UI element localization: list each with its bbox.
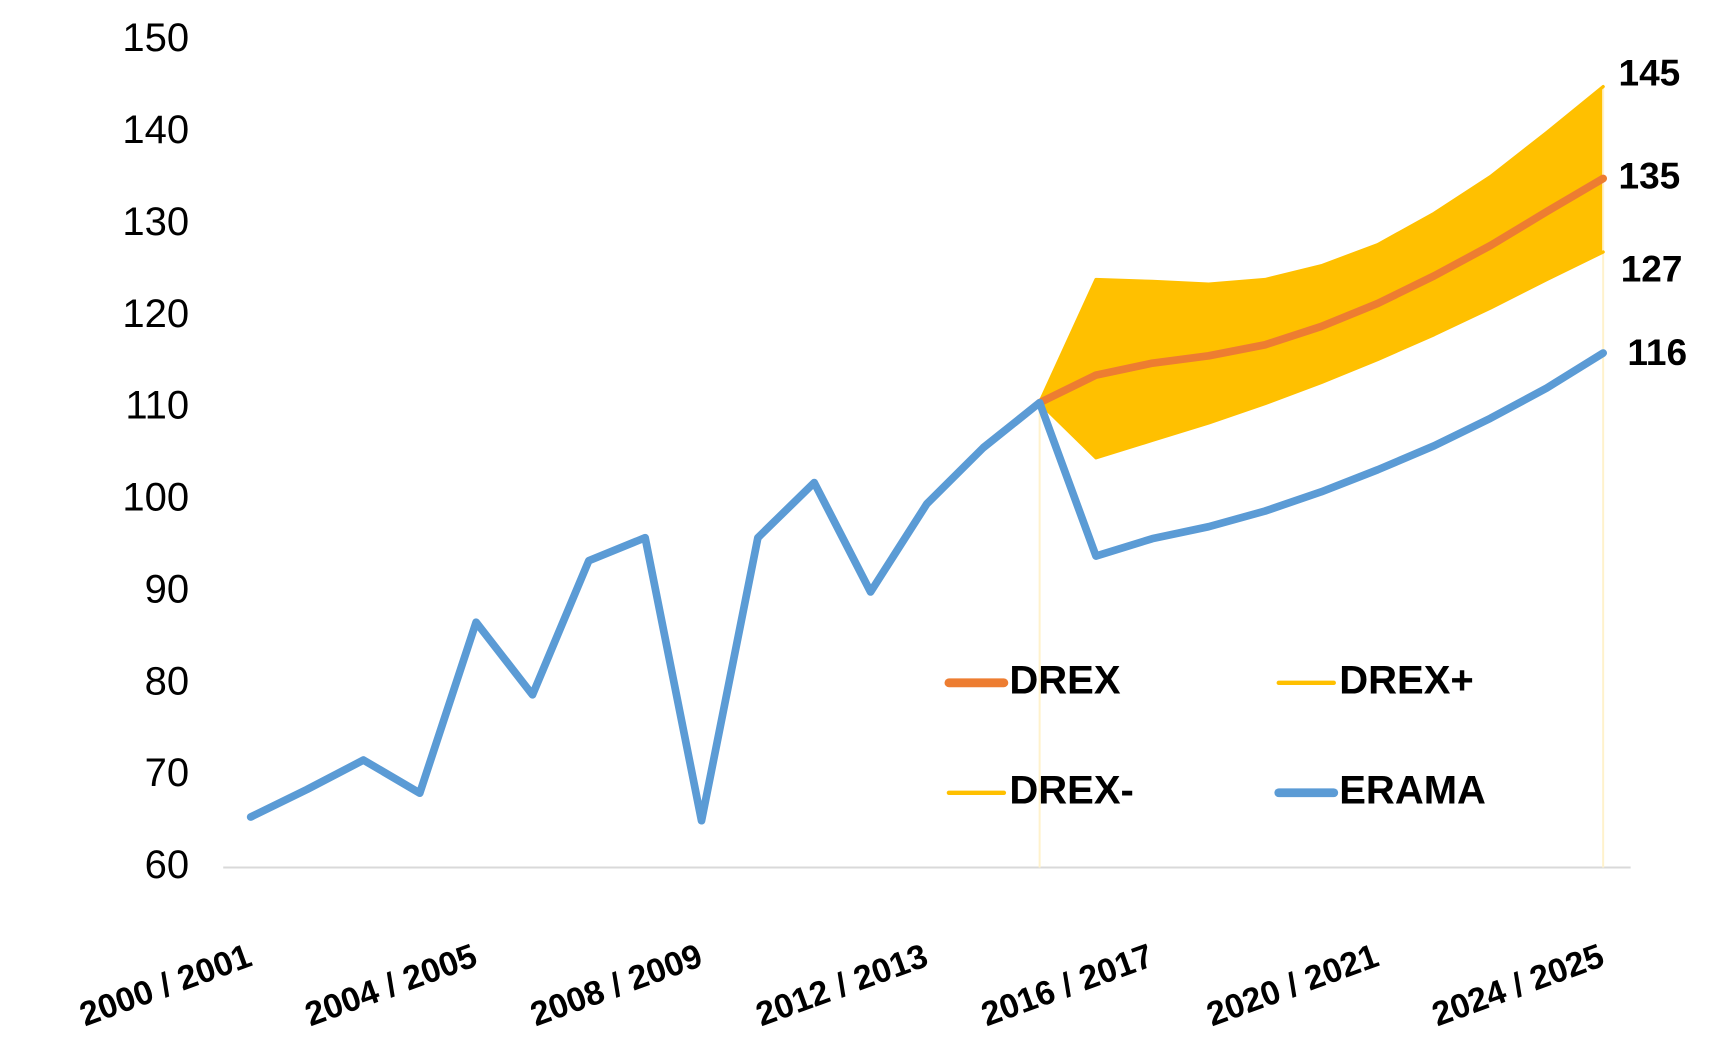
forecast-band: [1039, 86, 1604, 458]
legend-label: DREX+: [1339, 658, 1474, 702]
data-label: 116: [1627, 332, 1687, 373]
y-tick-label: 80: [145, 659, 190, 703]
legend-label: DREX: [1009, 658, 1120, 702]
y-tick-label: 130: [122, 200, 189, 244]
data-label: 145: [1619, 52, 1681, 93]
y-tick-label: 110: [125, 384, 189, 428]
y-tick-label: 70: [145, 751, 190, 795]
legend-label: DREX-: [1009, 768, 1133, 812]
y-tick-label: 150: [122, 16, 189, 60]
series-line: [1035, 174, 1607, 407]
data-label: 127: [1621, 249, 1683, 290]
legend-label: ERAMA: [1339, 768, 1486, 812]
series-line: [1037, 84, 1605, 405]
y-tick-label: 60: [145, 843, 190, 887]
y-tick-label: 140: [122, 108, 189, 152]
y-tick-label: 90: [145, 567, 190, 611]
y-tick-label: 120: [122, 292, 189, 336]
y-tick-label: 100: [122, 476, 189, 520]
series-line: [1037, 250, 1605, 460]
series-line: [246, 349, 1607, 825]
data-label: 135: [1619, 155, 1681, 196]
